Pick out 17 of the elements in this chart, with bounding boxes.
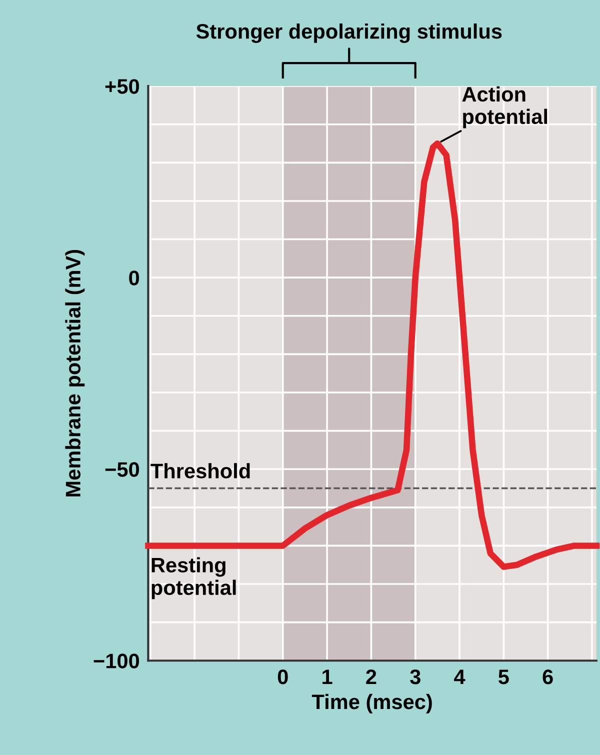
y-tick-label: −50 — [105, 462, 140, 477]
ref-line-label: Threshold — [150, 463, 250, 478]
x-tick-label: 6 — [542, 670, 553, 684]
x-tick-label: 5 — [498, 670, 509, 684]
x-axis-title: Time (msec) — [312, 694, 432, 714]
x-tick-label: 0 — [278, 670, 288, 684]
y-tick-label: −100 — [94, 654, 140, 668]
annotation: Action potential — [462, 86, 548, 128]
annotation: Resting potential — [152, 557, 236, 600]
x-tick-label: 2 — [366, 670, 376, 684]
y-tick-label: 0 — [129, 270, 140, 286]
x-tick-label: 1 — [322, 670, 332, 684]
x-tick-label: 3 — [410, 670, 420, 684]
band-label: Stronger depolarizing stimulus — [196, 23, 502, 43]
y-tick-label: +50 — [105, 79, 140, 94]
x-tick-label: 4 — [454, 670, 466, 684]
y-axis-title: Membrane potential (mV) — [65, 250, 85, 496]
